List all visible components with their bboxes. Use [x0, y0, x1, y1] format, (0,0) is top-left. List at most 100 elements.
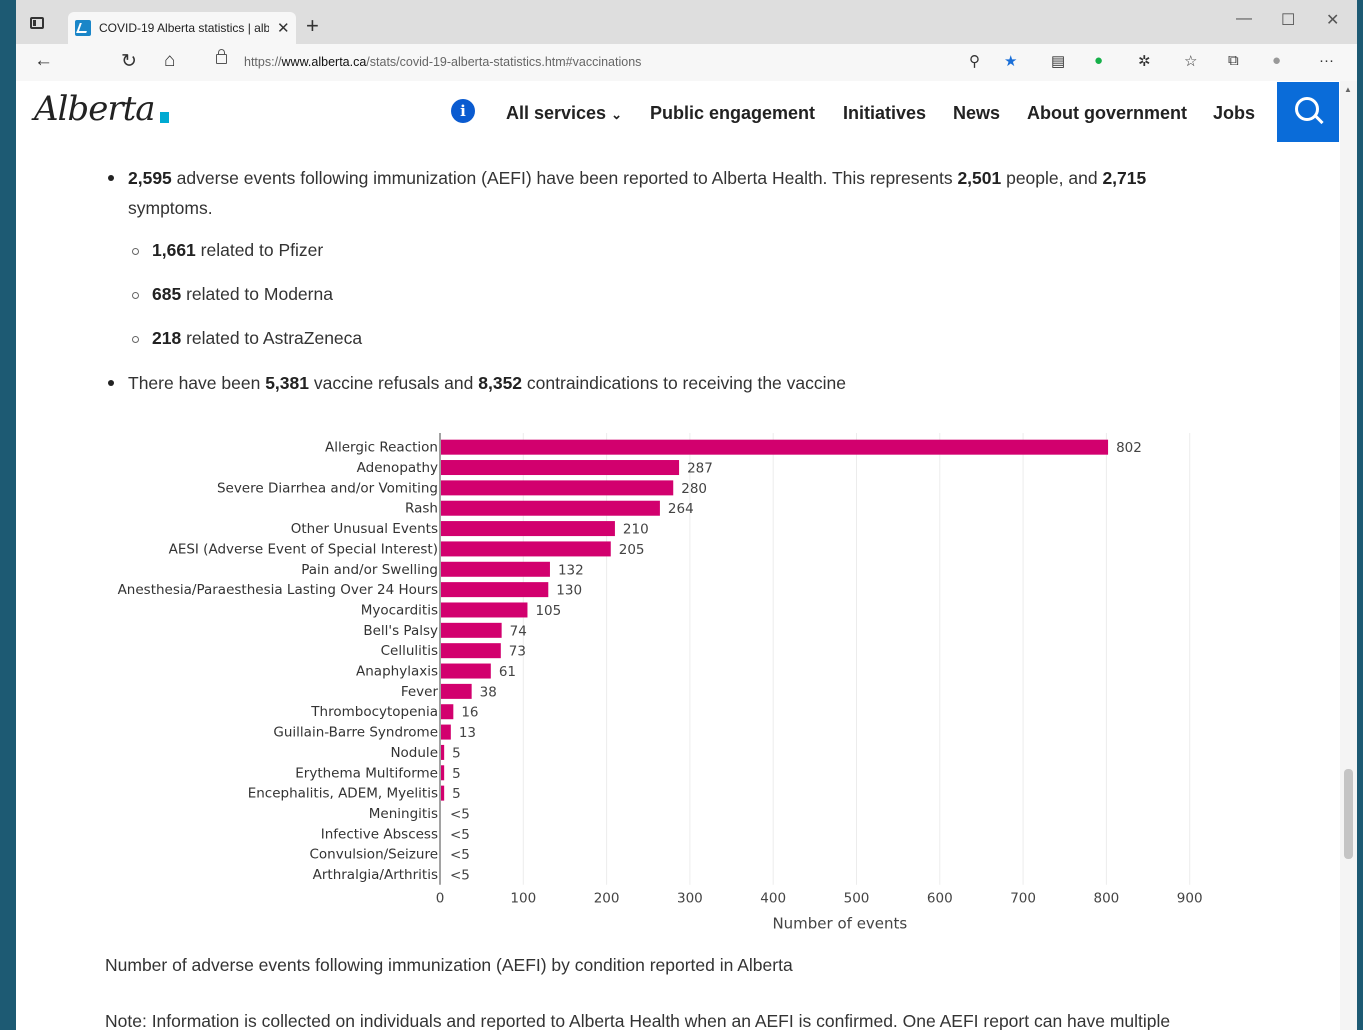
chevron-down-icon: ⌄ [611, 107, 622, 122]
y-tick-label: Guillain-Barre Syndrome [273, 725, 438, 741]
data-label: 5 [452, 786, 461, 802]
x-tick-label: 0 [436, 891, 445, 907]
refresh-icon[interactable]: ↻ [121, 51, 137, 72]
y-tick-label: Meningitis [369, 806, 438, 822]
symptom-count: 2,715 [1102, 168, 1147, 188]
info-icon[interactable]: i [451, 99, 475, 123]
bullet-icon [108, 380, 114, 386]
bar [441, 765, 445, 781]
tab-strip: COVID-19 Alberta statistics | albe ✕ + —… [16, 0, 1357, 44]
url-field[interactable]: https://www.alberta.ca/stats/covid-19-al… [244, 50, 1044, 74]
x-tick-label: 100 [510, 891, 536, 907]
scroll-up-icon[interactable]: ▲ [1344, 85, 1352, 94]
bar [441, 521, 615, 537]
zoom-icon[interactable]: ⚲ [969, 53, 980, 70]
collections-icon[interactable]: ⧉ [1228, 52, 1239, 69]
aefi-text-c: symptoms. [128, 198, 213, 218]
bar [441, 439, 1109, 455]
people-count: 2,501 [957, 168, 1002, 188]
minimize-icon[interactable]: — [1236, 10, 1252, 27]
alberta-logo[interactable]: Alberta [34, 89, 155, 129]
circle-bullet-icon [132, 336, 139, 343]
nav-about-government[interactable]: About government [1027, 103, 1187, 123]
bar [441, 602, 528, 618]
x-tick-label: 200 [594, 891, 620, 907]
pfizer-text: related to Pfizer [195, 240, 324, 260]
home-icon[interactable]: ⌂ [164, 50, 176, 71]
extensions-puzzle-icon[interactable]: ✲ [1138, 53, 1151, 70]
tab-actions-icon[interactable] [30, 17, 44, 29]
nav-public-engagement[interactable]: Public engagement [650, 103, 816, 123]
moderna-text: related to Moderna [181, 284, 333, 304]
circle-bullet-icon [132, 292, 139, 299]
data-label: 5 [452, 745, 461, 761]
aefi-summary: 2,595 adverse events following immunizat… [108, 163, 1208, 223]
bar [441, 704, 454, 720]
data-label: 16 [461, 705, 478, 721]
extension-icon[interactable]: ▤ [1051, 53, 1066, 70]
nav-initiatives[interactable]: Initiatives [843, 103, 927, 123]
data-label: 280 [681, 481, 707, 497]
close-tab-icon[interactable]: ✕ [277, 20, 290, 37]
nav-all-services-label: All services [506, 103, 607, 123]
favorites-icon[interactable]: ☆ [1184, 53, 1198, 70]
new-tab-icon[interactable]: + [306, 13, 319, 38]
x-tick-label: 300 [677, 891, 703, 907]
y-tick-label: Other Unusual Events [291, 521, 438, 537]
list-item: 218 related to AstraZeneca [132, 328, 362, 349]
y-tick-label: Convulsion/Seizure [309, 847, 438, 863]
y-tick-label: Allergic Reaction [325, 440, 438, 456]
data-label: 210 [623, 522, 649, 538]
y-tick-label: Erythema Multiforme [295, 765, 438, 781]
data-label: 287 [687, 461, 713, 477]
search-button[interactable] [1277, 82, 1339, 142]
nav-jobs[interactable]: Jobs [1213, 103, 1256, 123]
y-tick-label: Rash [405, 501, 438, 517]
nav-news[interactable]: News [953, 103, 1001, 123]
data-label: 132 [558, 562, 584, 578]
x-tick-label: 500 [844, 891, 870, 907]
y-tick-label: Pain and/or Swelling [301, 562, 438, 578]
back-arrow-icon[interactable]: ← [34, 50, 53, 71]
moderna-count: 685 [152, 284, 182, 304]
nav-all-services[interactable]: All services ⌄ [506, 103, 622, 124]
y-tick-label: Adenopathy [357, 460, 438, 476]
chart-note: Note: Information is collected on indivi… [105, 1011, 1171, 1030]
favorite-star-icon[interactable]: ★ [1004, 53, 1018, 70]
page-scrollbar[interactable]: ▲ [1340, 81, 1357, 1030]
data-label: 205 [619, 542, 645, 558]
list-item: 685 related to Moderna [132, 284, 333, 305]
bar [441, 744, 445, 760]
lock-icon[interactable] [216, 49, 227, 64]
url-host: www.alberta.ca [281, 55, 367, 69]
aefi-text-b: people, and [1001, 168, 1103, 188]
bar [441, 785, 445, 801]
y-tick-label: Anesthesia/Paraesthesia Lasting Over 24 … [118, 582, 438, 598]
refusal-text-a: There have been [128, 373, 266, 393]
bar [441, 643, 501, 659]
more-menu-icon[interactable]: ··· [1319, 52, 1334, 69]
aefi-count: 2,595 [128, 168, 172, 188]
browser-tab[interactable]: COVID-19 Alberta statistics | albe ✕ [68, 12, 296, 44]
data-label: 74 [510, 623, 527, 639]
refusal-count: 5,381 [265, 373, 309, 393]
maximize-icon[interactable]: ☐ [1281, 12, 1296, 29]
close-window-icon[interactable]: ✕ [1326, 12, 1340, 29]
url-path: /stats/covid-19-alberta-statistics.htm#v… [366, 55, 642, 69]
data-label: <5 [450, 806, 470, 822]
data-label: 802 [1116, 440, 1142, 456]
data-label: 264 [668, 501, 694, 517]
y-tick-label: Myocarditis [361, 602, 438, 618]
data-label: 38 [480, 684, 497, 700]
pfizer-count: 1,661 [152, 240, 196, 260]
profile-avatar-icon[interactable]: ● [1272, 52, 1282, 69]
y-tick-label: Encephalitis, ADEM, Myelitis [248, 786, 438, 802]
data-label: <5 [450, 847, 470, 863]
bar [441, 541, 611, 557]
search-icon [1295, 97, 1319, 121]
grammarly-icon[interactable]: ● [1094, 52, 1104, 69]
data-label: 105 [535, 603, 561, 619]
scrollbar-thumb[interactable] [1344, 769, 1353, 859]
y-tick-label: Arthralgia/Arthritis [313, 867, 438, 883]
y-tick-label: Nodule [390, 745, 438, 761]
